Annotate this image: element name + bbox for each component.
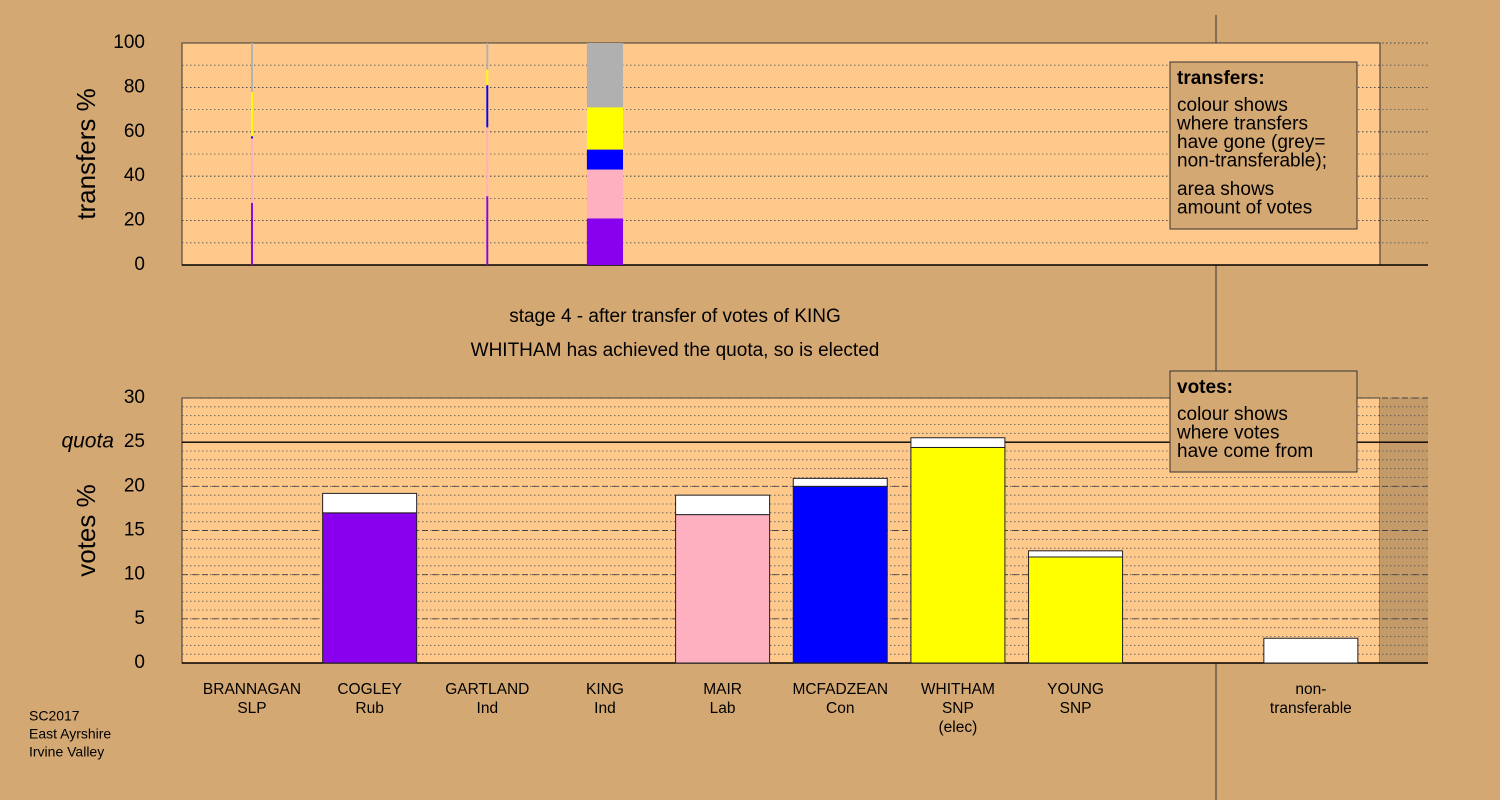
legend-text: colour shows — [1177, 404, 1288, 425]
x-tick-line: Ind — [477, 700, 499, 717]
x-tick-line: Con — [826, 700, 854, 717]
x-tick-line: Ind — [594, 700, 616, 717]
legend-text: non-transferable); — [1177, 151, 1327, 172]
x-tick-label: non-transferable — [1270, 681, 1352, 717]
footer-text: Irvine Valley — [29, 744, 104, 760]
x-tick-line: YOUNG — [1047, 681, 1104, 698]
legend-text: where transfers — [1176, 114, 1308, 135]
transfer-segment — [486, 196, 489, 265]
transfer-segment — [586, 169, 623, 219]
transfer-segment — [586, 149, 623, 170]
x-tick-label: KING Ind — [586, 681, 624, 717]
transfer-segment — [586, 43, 623, 108]
transfer-segment — [251, 202, 253, 265]
x-tick-label: BRANNAGAN SLP — [203, 681, 301, 717]
bar-segment — [910, 437, 1006, 448]
y-tick-label: 20 — [124, 210, 145, 231]
transfer-segment — [251, 136, 253, 139]
x-tick-line: SLP — [237, 700, 266, 717]
legend-text: have come from — [1177, 441, 1313, 462]
bar-segment — [910, 446, 1006, 664]
bar-segment — [792, 485, 888, 664]
bar-segment — [1263, 637, 1359, 664]
transfer-segment — [486, 69, 489, 86]
footer-text: East Ayrshire — [29, 726, 111, 742]
y-axis-label: votes % — [71, 484, 101, 577]
x-tick-label: MAIR Lab — [703, 681, 742, 717]
legend-text: where votes — [1176, 423, 1279, 444]
x-tick-line: BRANNAGAN — [203, 681, 301, 698]
transfer-segment — [586, 107, 623, 150]
bar-segment — [322, 512, 418, 664]
x-tick-line: KING — [586, 681, 624, 698]
x-tick-label: GARTLAND Ind — [445, 681, 529, 717]
x-tick-line: Lab — [710, 700, 736, 717]
y-tick-label: 20 — [124, 475, 145, 496]
x-tick-label: COGLEY Rub — [337, 681, 402, 717]
transfer-segment — [251, 43, 253, 92]
y-tick-label: 80 — [124, 76, 145, 97]
legend-text: amount of votes — [1177, 198, 1312, 219]
y-tick-label: 100 — [113, 32, 145, 53]
y-tick-label: 60 — [124, 121, 145, 142]
y-tick-label: 0 — [134, 652, 145, 673]
x-tick-line: Rub — [355, 700, 383, 717]
transfer-segment — [251, 138, 253, 203]
x-tick-line: MAIR — [703, 681, 742, 698]
x-tick-line: SNP — [942, 700, 974, 717]
x-tick-line: non- — [1295, 681, 1326, 698]
y-axis-label: transfers % — [71, 88, 101, 220]
x-tick-line: GARTLAND — [445, 681, 529, 698]
y-tick-label: 0 — [134, 254, 145, 275]
stage-text: stage 4 - after transfer of votes of KIN… — [509, 306, 841, 327]
legend-text: area shows — [1177, 179, 1274, 200]
y-tick-label: 5 — [134, 608, 145, 629]
transfer-segment — [486, 85, 489, 128]
stage-text: WHITHAM has achieved the quota, so is el… — [471, 340, 880, 361]
legend-box — [1169, 370, 1358, 473]
legend-text: colour shows — [1177, 95, 1288, 116]
transfer-segment — [251, 91, 253, 137]
bar-segment — [675, 494, 771, 516]
y-tick-label: 15 — [124, 520, 145, 541]
transfer-segment — [486, 127, 489, 197]
bar-segment — [1028, 550, 1124, 558]
bar-segment — [792, 477, 888, 487]
y-tick-label: 25 — [124, 431, 145, 452]
x-tick-line: SNP — [1060, 700, 1092, 717]
x-tick-label: YOUNG SNP — [1047, 681, 1104, 717]
x-tick-line: (elec) — [939, 719, 978, 736]
bar-segment — [675, 514, 771, 664]
x-tick-line: transferable — [1270, 700, 1352, 717]
quota-label: quota — [61, 430, 114, 453]
legend-box — [1169, 61, 1358, 230]
x-tick-label: MCFADZEAN Con — [792, 681, 888, 717]
bar-segment — [322, 492, 418, 514]
footer-text: SC2017 — [29, 708, 80, 724]
x-tick-line: MCFADZEAN — [792, 681, 888, 698]
legend-text: have gone (grey= — [1177, 132, 1325, 153]
x-tick-label: WHITHAM SNP (elec) — [921, 681, 995, 736]
x-tick-line: COGLEY — [337, 681, 402, 698]
transfer-segment — [586, 218, 623, 265]
y-tick-label: 30 — [124, 387, 145, 408]
y-tick-label: 40 — [124, 165, 145, 186]
x-tick-line: WHITHAM — [921, 681, 995, 698]
y-tick-label: 10 — [124, 564, 145, 585]
legend-title: votes: — [1177, 377, 1233, 398]
transfer-segment — [486, 43, 489, 70]
bar-segment — [1028, 556, 1124, 664]
legend-title: transfers: — [1177, 68, 1265, 89]
